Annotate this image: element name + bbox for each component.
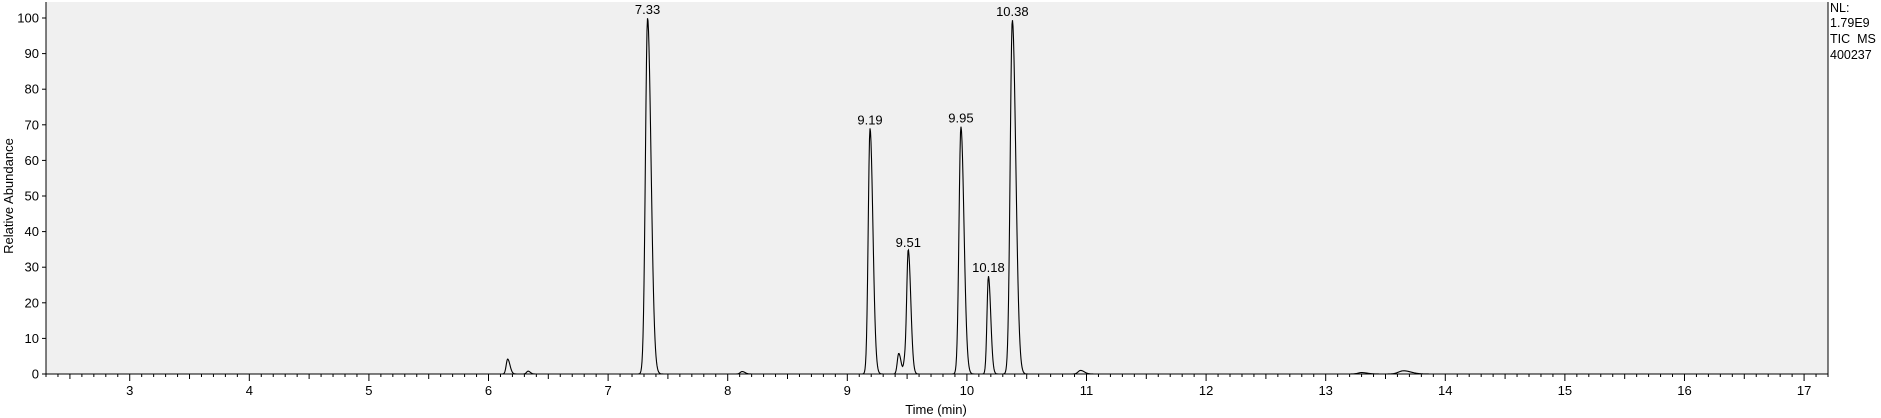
plot-area [46,2,1828,374]
info-block: NL: 1.79E9 TIC MS 400237 [1830,1,1876,62]
peak-label: 9.19 [857,112,882,127]
nl-value: 1.79E9 [1830,16,1870,30]
x-tick-label: 6 [485,383,492,398]
x-tick-label: 12 [1199,383,1213,398]
peak-label: 9.51 [896,235,921,250]
trace-group [46,18,1828,375]
x-tick-label: 14 [1438,383,1452,398]
peak-label: 7.33 [635,2,660,17]
y-tick-label: 60 [25,153,39,168]
y-tick-label: 70 [25,117,39,132]
y-tick-label: 80 [25,82,39,97]
tic-trace-line [46,18,1828,375]
sample-id: 400237 [1830,48,1872,62]
y-tick-label: 10 [25,331,39,346]
x-tick-label: 4 [246,383,253,398]
y-tick-label: 40 [25,224,39,239]
peak-labels: 7.33 9.19 9.51 9.95 10.18 10.38 [635,2,1029,275]
x-tick-label: 17 [1797,383,1811,398]
x-tick-label: 16 [1677,383,1691,398]
x-tick-label: 3 [126,383,133,398]
y-tick-label: 90 [25,46,39,61]
y-tick-label: 30 [25,260,39,275]
x-tick-label: 7 [604,383,611,398]
x-tick-label: 11 [1080,383,1094,398]
x-tick-label: 13 [1318,383,1332,398]
y-tick-label: 100 [17,11,39,26]
x-tick-label: 10 [960,383,974,398]
y-axis-title: Relative Abundance [1,138,16,254]
peak-label: 10.18 [972,260,1005,275]
peak-label: 10.38 [996,4,1029,19]
y-tick-label: 0 [32,367,39,382]
x-tick-label: 8 [724,383,731,398]
peak-label: 9.95 [948,111,973,126]
x-tick-label: 9 [844,383,851,398]
nl-label: NL: [1830,1,1849,15]
x-axis-title: Time (min) [905,402,967,417]
x-tick-label: 15 [1558,383,1572,398]
y-tick-label: 50 [25,189,39,204]
trace-type: TIC MS [1830,32,1876,46]
x-tick-label: 5 [365,383,372,398]
y-tick-label: 20 [25,295,39,310]
